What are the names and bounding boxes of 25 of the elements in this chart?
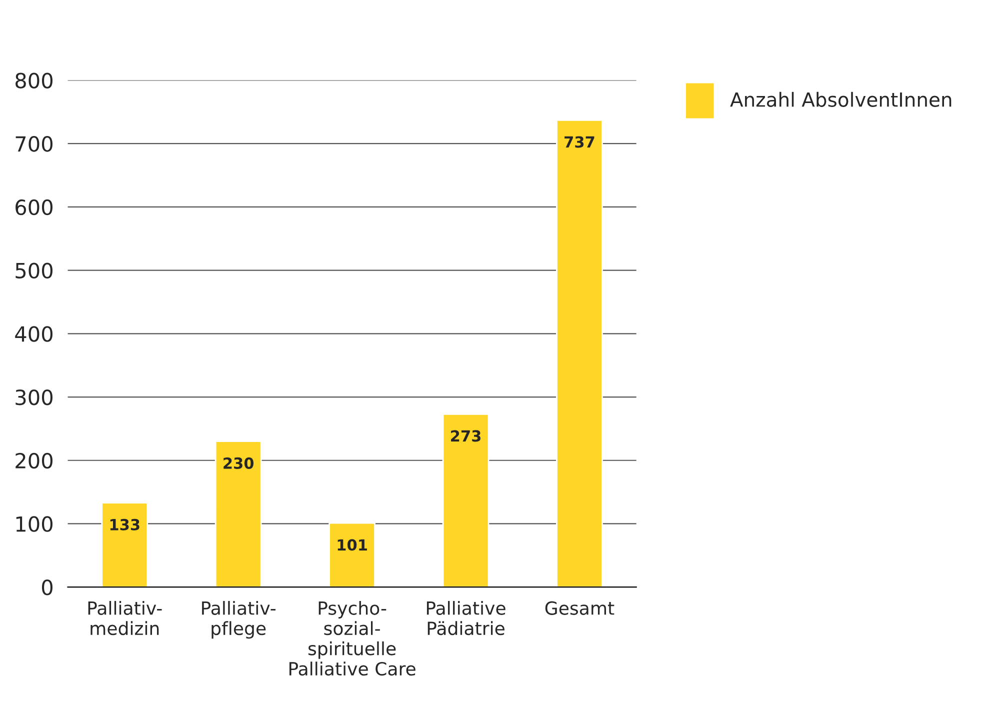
data-label: 737 [564, 136, 594, 148]
x-tick-label: Gesamt [545, 601, 614, 615]
y-tick-label: 500 [16, 262, 52, 279]
y-tick-label: 200 [16, 452, 52, 469]
x-tick-label: Psycho- sozial- spirituelle Palliative Care [289, 600, 416, 676]
y-tick-label: 700 [16, 136, 52, 152]
legend-label: Anzahl AbsolventInnen [730, 92, 952, 107]
x-tick-label: Palliativ- medizin [88, 600, 162, 636]
data-label: 273 [451, 430, 480, 442]
data-label: 230 [224, 457, 254, 469]
y-tick-label: 100 [16, 516, 52, 532]
x-tick-label: Palliativ- pflege [202, 600, 276, 639]
bar [556, 119, 603, 588]
bar [328, 522, 376, 588]
bar [101, 502, 148, 588]
y-tick-label: 0 [42, 580, 52, 596]
data-label: 101 [338, 539, 367, 551]
data-label: 133 [110, 518, 140, 530]
y-tick-label: 600 [16, 199, 52, 216]
y-tick-label: 800 [16, 72, 52, 88]
y-tick-label: 300 [16, 389, 52, 406]
y-tick-label: 400 [15, 326, 52, 342]
bar [214, 440, 262, 588]
bar [442, 413, 490, 588]
x-tick-label: Palliative Pädiatrie [426, 600, 506, 636]
